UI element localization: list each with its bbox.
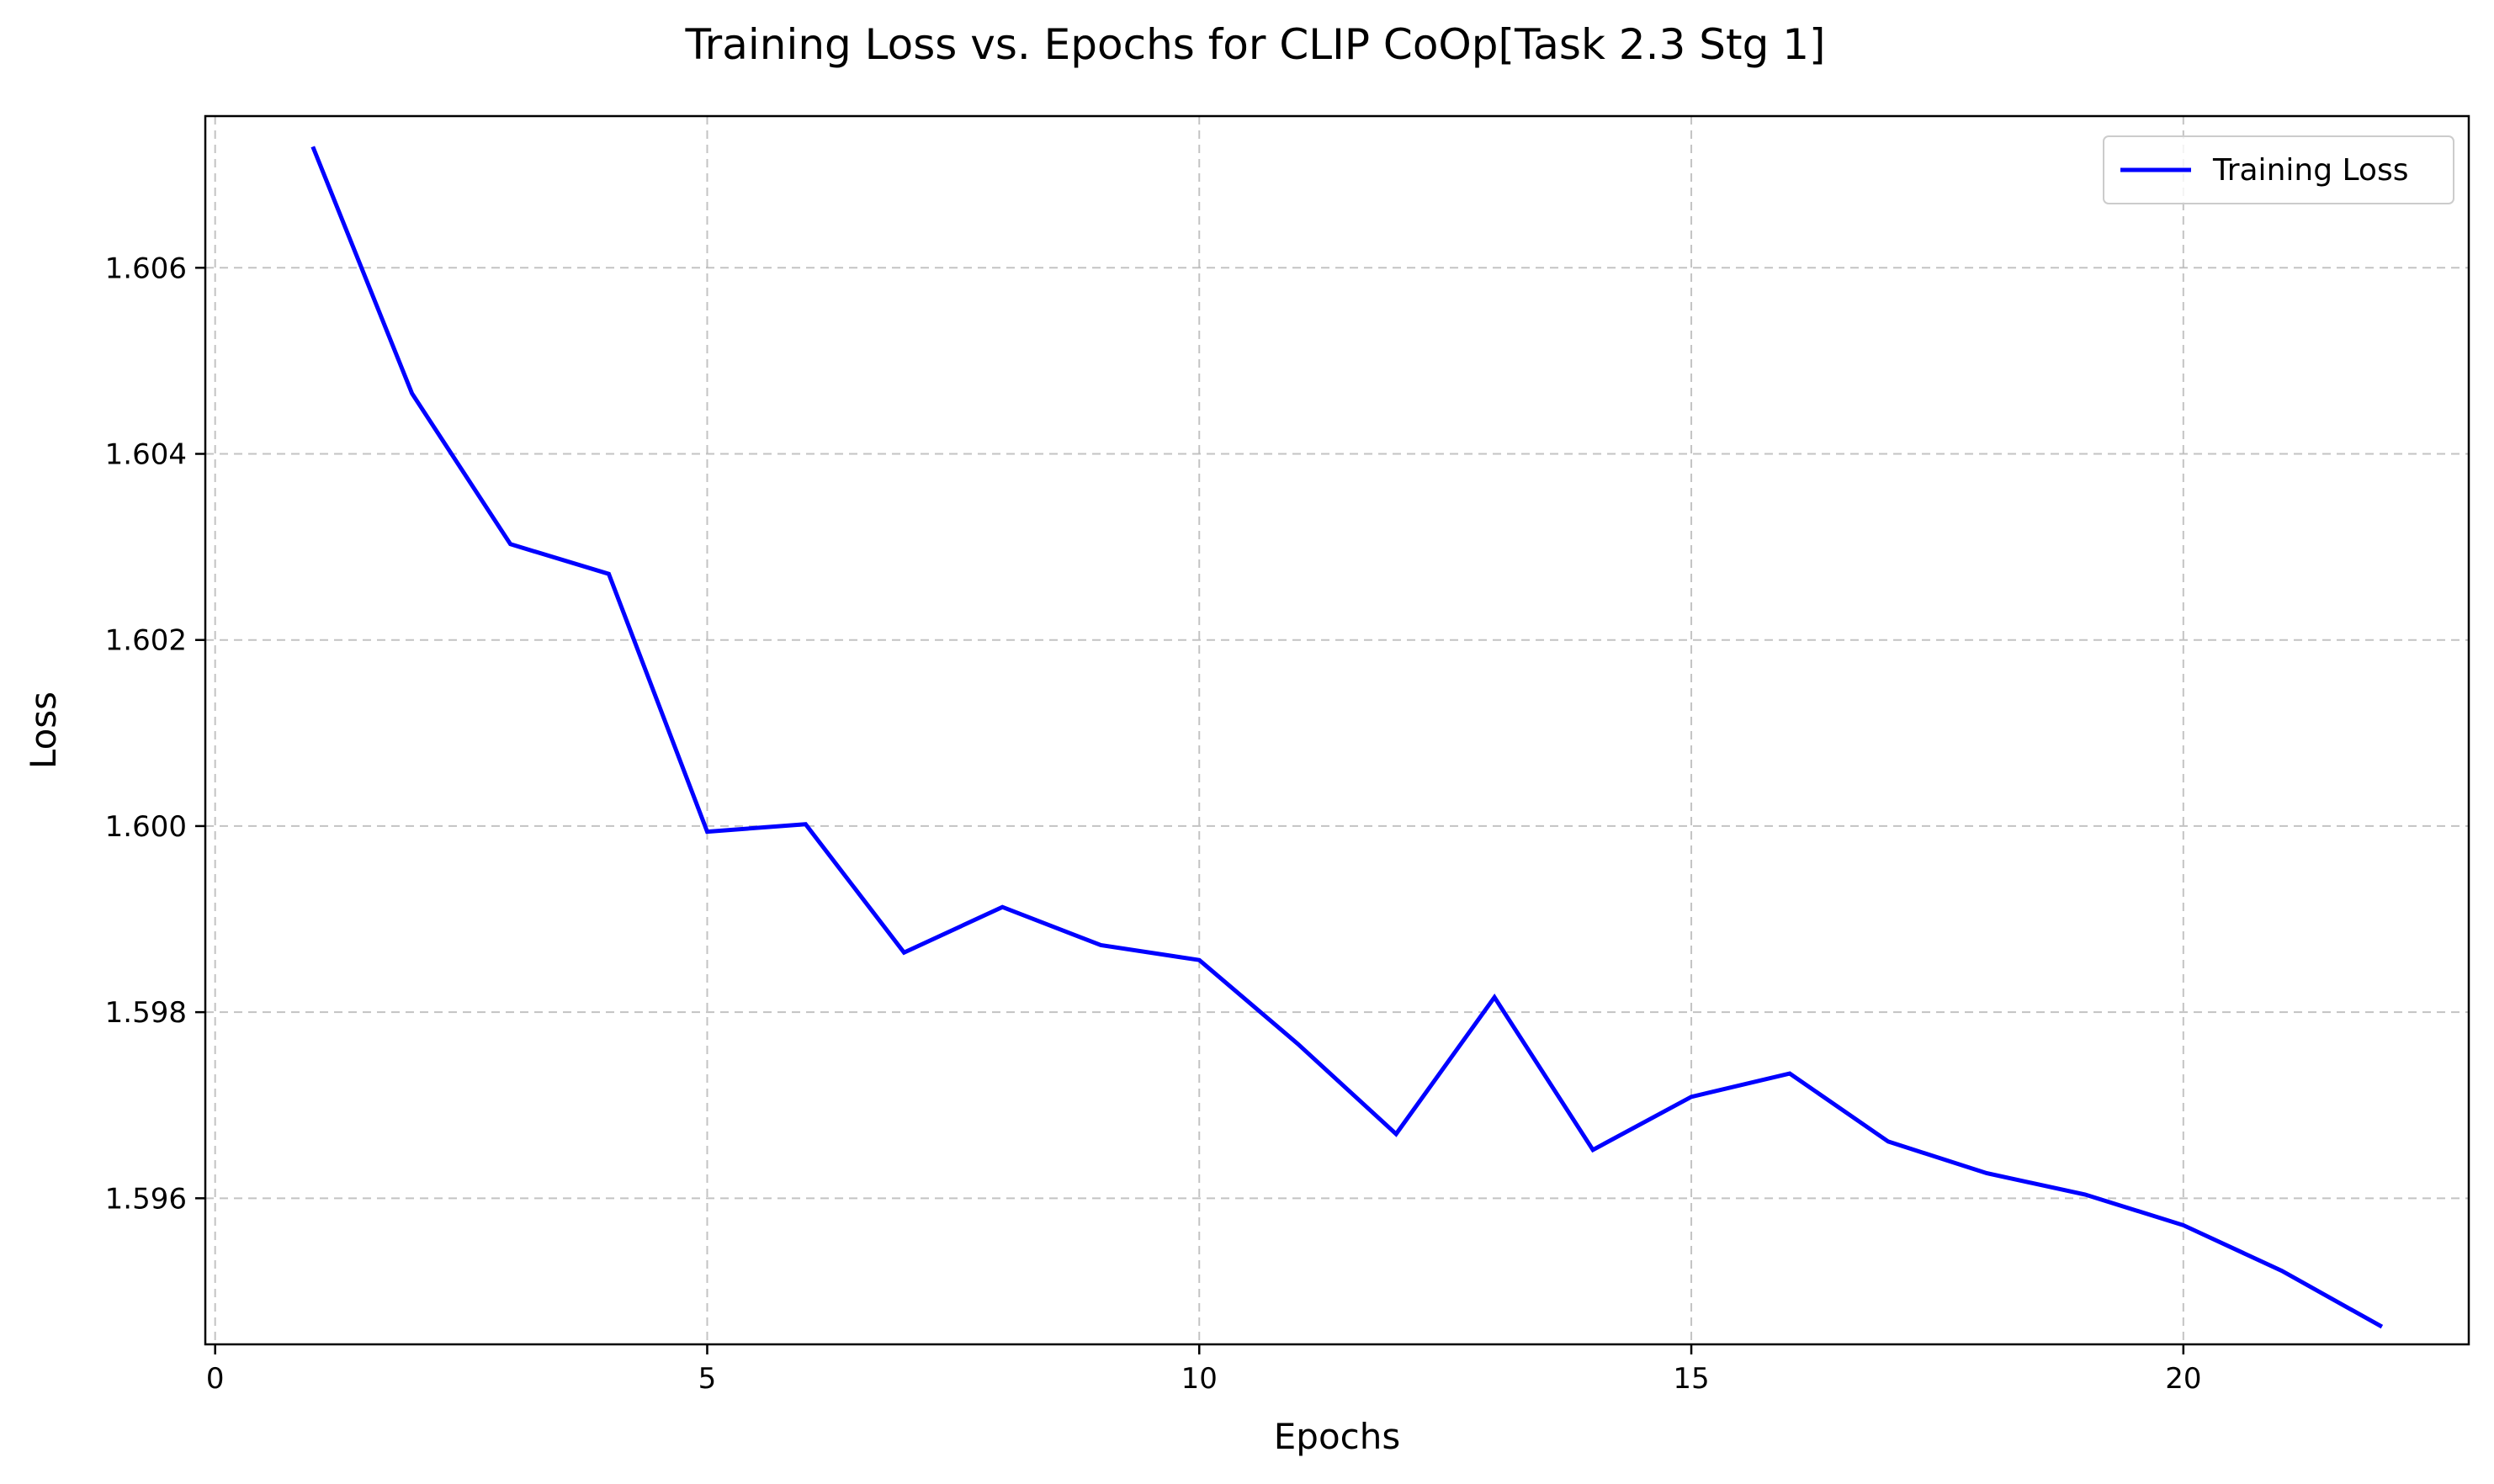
x-tick-label: 5	[698, 1362, 717, 1396]
y-tick-label: 1.596	[105, 1182, 187, 1216]
grid-lines	[205, 116, 2469, 1344]
plot-frame	[204, 114, 2470, 1346]
x-tick-label: 20	[2165, 1362, 2201, 1396]
chart-title: Training Loss vs. Epochs for CLIP CoOp[T…	[684, 20, 1825, 69]
legend: Training Loss	[2103, 135, 2454, 204]
series-line-training-loss	[310, 146, 2384, 1329]
x-tick-label: 15	[1673, 1362, 1709, 1396]
legend-box	[2103, 135, 2454, 204]
ticks: 0 5 10 15 20 1.596 1.598 1.600 1.602 1.604 1.606	[105, 252, 2202, 1396]
y-tick-label: 1.602	[105, 624, 187, 658]
x-axis-label: Epochs	[1274, 1416, 1401, 1457]
y-tick-label: 1.598	[105, 996, 187, 1030]
series-layer	[310, 146, 2384, 1329]
x-tick-label: 0	[206, 1362, 225, 1396]
y-tick-label: 1.606	[105, 252, 187, 285]
y-tick-label: 1.604	[105, 438, 187, 472]
y-axis-label: Loss	[23, 692, 64, 769]
legend-label-training-loss: Training Loss	[2212, 153, 2408, 188]
x-tick-label: 10	[1181, 1362, 1218, 1396]
y-tick-label: 1.600	[105, 810, 187, 844]
